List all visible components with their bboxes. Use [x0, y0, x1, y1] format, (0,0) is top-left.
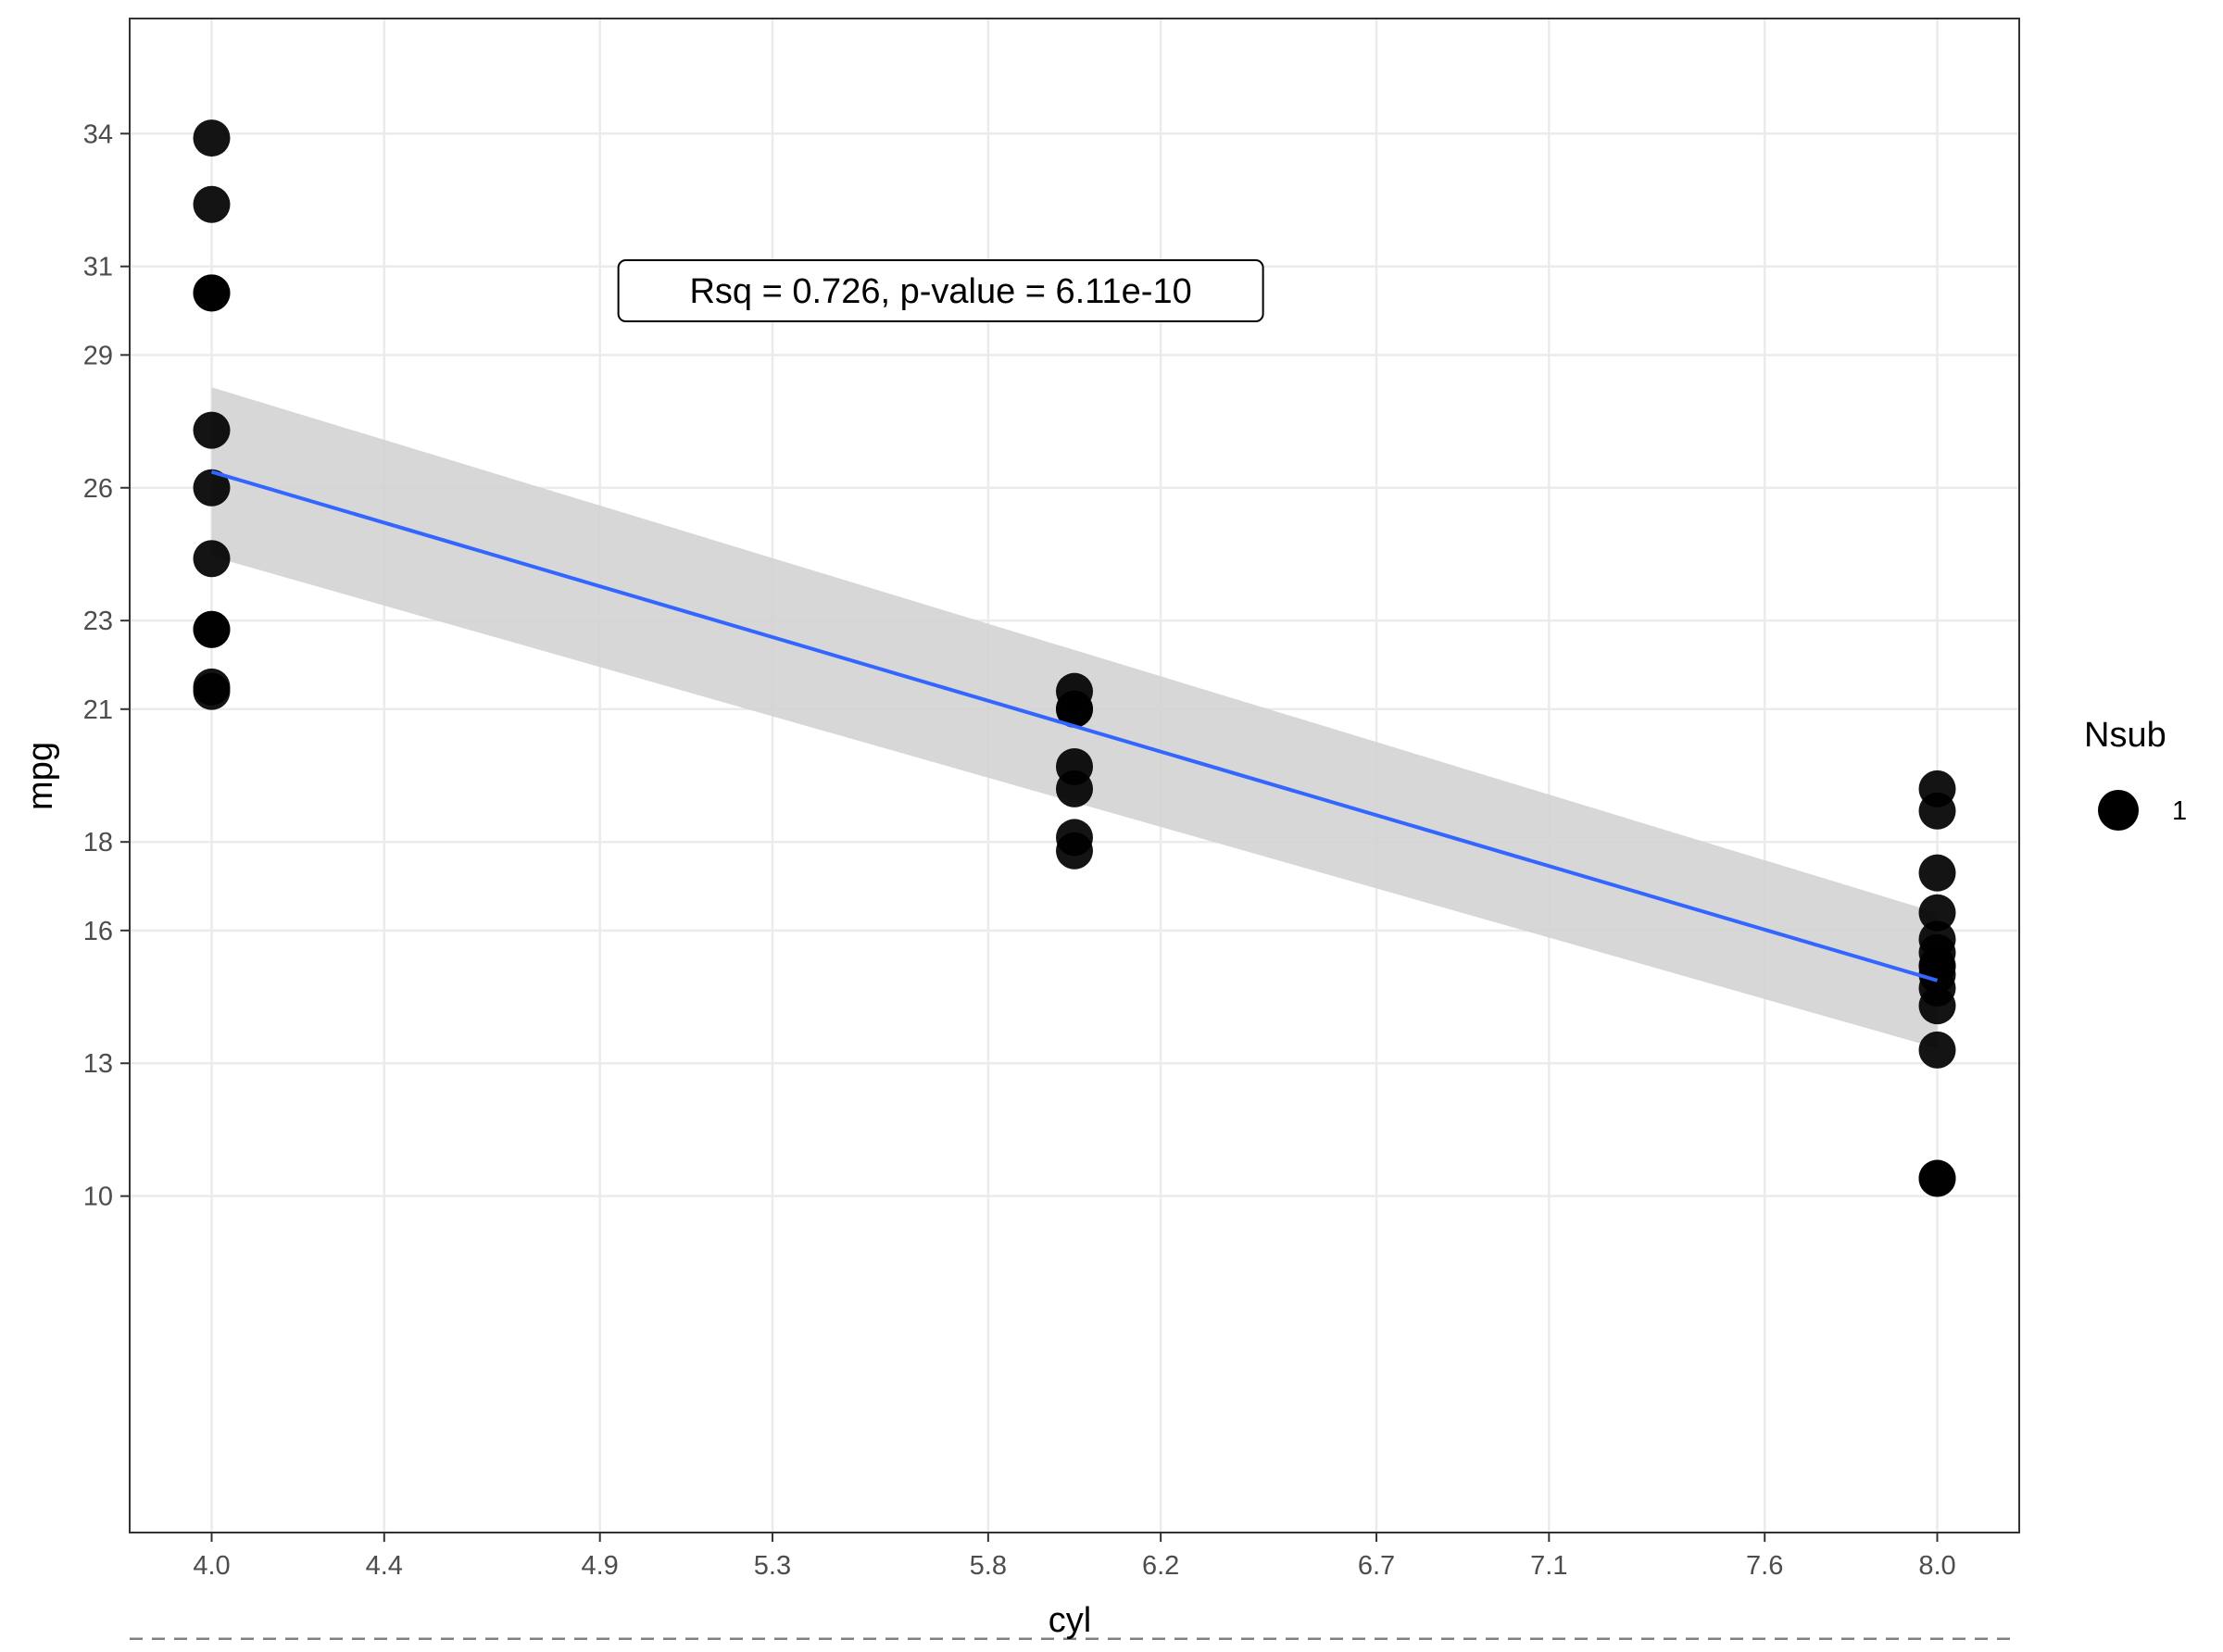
data-point — [1056, 832, 1093, 870]
data-point — [1918, 1031, 1956, 1069]
annotation-text: Rsq = 0.726, p-value = 6.11e-10 — [689, 272, 1191, 311]
data-point — [193, 672, 231, 710]
legend-label: 1 — [2172, 796, 2187, 826]
plot-border — [129, 18, 2020, 1533]
data-point — [193, 119, 231, 157]
regression-line — [210, 469, 1939, 982]
y-tick-label: 10 — [83, 1183, 113, 1212]
y-tick-label: 34 — [83, 119, 113, 149]
data-point — [1918, 854, 1956, 892]
data-point — [1056, 690, 1093, 728]
y-tick-label: 13 — [83, 1049, 113, 1079]
y-tick-label: 26 — [83, 474, 113, 504]
y-tick-label: 23 — [83, 607, 113, 636]
data-point — [193, 185, 231, 223]
x-tick-label: 5.3 — [754, 1551, 791, 1581]
annotation-box — [617, 259, 1264, 323]
y-tick-label: 16 — [83, 917, 113, 946]
x-tick-label: 7.6 — [1746, 1551, 1783, 1581]
y-tick-label: 31 — [83, 253, 113, 282]
x-tick-label: 5.8 — [970, 1551, 1007, 1581]
y-tick-label: 21 — [83, 695, 113, 725]
data-point — [193, 274, 231, 312]
x-axis-title: cyl — [1049, 1601, 1091, 1640]
data-point — [1918, 792, 1956, 830]
data-point — [193, 540, 231, 578]
x-axis-ticks: 4.0 4.4 4.9 5.3 5.8 6.2 6.7 7.1 7.6 8.0 — [193, 1533, 1956, 1581]
data-point — [1056, 770, 1093, 807]
data-point — [193, 469, 231, 507]
y-axis-title: mpg — [21, 742, 60, 810]
legend: Nsub 1 — [2084, 716, 2187, 831]
x-tick-label: 7.1 — [1530, 1551, 1567, 1581]
data-point — [193, 411, 231, 449]
stats-annotation: Rsq = 0.726, p-value = 6.11e-10 — [617, 259, 1264, 323]
x-tick-label: 4.9 — [582, 1551, 619, 1581]
legend-title: Nsub — [2084, 716, 2166, 755]
x-tick-label: 8.0 — [1918, 1551, 1955, 1581]
legend-key-point — [2098, 790, 2139, 831]
data-point — [1918, 987, 1956, 1025]
y-tick-label: 18 — [83, 828, 113, 857]
x-tick-label: 6.7 — [1358, 1551, 1395, 1581]
x-tick-label: 4.0 — [193, 1551, 230, 1581]
y-axis-ticks: 10 13 16 18 21 23 26 29 31 34 — [83, 119, 130, 1212]
x-tick-label: 6.2 — [1142, 1551, 1179, 1581]
data-point — [1918, 894, 1956, 932]
x-tick-label: 4.4 — [366, 1551, 403, 1581]
data-point — [193, 610, 231, 648]
data-point — [1918, 1159, 1956, 1197]
y-tick-label: 29 — [83, 341, 113, 370]
